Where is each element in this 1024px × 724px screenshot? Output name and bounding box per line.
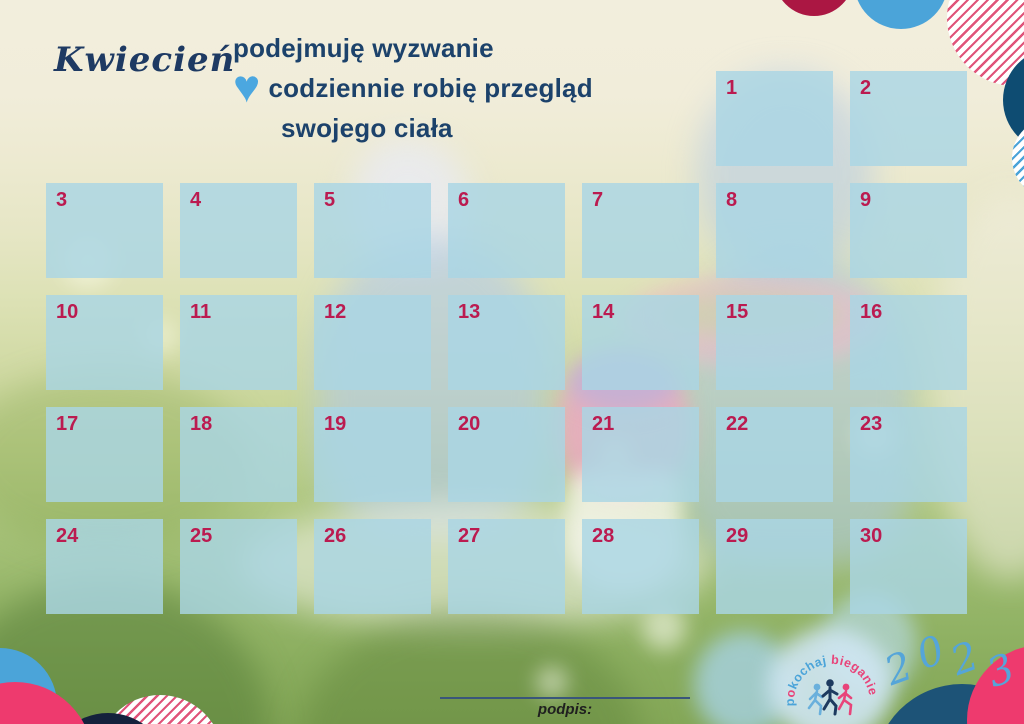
signature-label: podpis: <box>440 701 690 718</box>
calendar-day-cell: 17 <box>46 407 163 502</box>
calendar-day-cell: 21 <box>582 407 699 502</box>
day-number: 5 <box>314 183 431 212</box>
calendar-grid: 1234567891011121314151617181920212223242… <box>46 71 967 614</box>
day-number: 7 <box>582 183 699 212</box>
day-number: 11 <box>180 295 297 324</box>
calendar-day-cell: 29 <box>716 519 833 614</box>
calendar-day-cell: 13 <box>448 295 565 390</box>
calendar-day-cell: 16 <box>850 295 967 390</box>
calendar-day-cell: 10 <box>46 295 163 390</box>
calendar-day-cell: 6 <box>448 183 565 278</box>
calendar-day-cell: 9 <box>850 183 967 278</box>
day-number: 4 <box>180 183 297 212</box>
calendar-day-cell: 28 <box>582 519 699 614</box>
day-number: 26 <box>314 519 431 548</box>
calendar-day-cell: 23 <box>850 407 967 502</box>
calendar-day-cell: 25 <box>180 519 297 614</box>
day-number: 25 <box>180 519 297 548</box>
signature-line <box>440 697 690 699</box>
day-number: 6 <box>448 183 565 212</box>
calendar-day-cell: 27 <box>448 519 565 614</box>
calendar-day-cell: 14 <box>582 295 699 390</box>
day-number: 10 <box>46 295 163 324</box>
day-number: 8 <box>716 183 833 212</box>
calendar-page: Kwiecień podejmuję wyzwanie ♥ codziennie… <box>0 0 1024 724</box>
calendar-day-cell: 5 <box>314 183 431 278</box>
calendar-day-cell: 4 <box>180 183 297 278</box>
calendar-day-cell: 2 <box>850 71 967 166</box>
day-number: 19 <box>314 407 431 436</box>
day-number: 1 <box>716 71 833 100</box>
calendar-day-cell: 1 <box>716 71 833 166</box>
calendar-day-cell: 12 <box>314 295 431 390</box>
day-number: 13 <box>448 295 565 324</box>
day-number: 15 <box>716 295 833 324</box>
day-number: 16 <box>850 295 967 324</box>
pokochaj-bieganie-logo: pokochaj bieganie <box>772 638 888 724</box>
day-number: 12 <box>314 295 431 324</box>
calendar-day-cell: 18 <box>180 407 297 502</box>
calendar-day-cell: 24 <box>46 519 163 614</box>
day-number: 20 <box>448 407 565 436</box>
day-number: 3 <box>46 183 163 212</box>
calendar-day-cell: 20 <box>448 407 565 502</box>
calendar-day-cell: 3 <box>46 183 163 278</box>
runners-icon <box>809 679 851 714</box>
day-number: 22 <box>716 407 833 436</box>
calendar-day-cell: 8 <box>716 183 833 278</box>
calendar-day-cell: 22 <box>716 407 833 502</box>
day-number: 14 <box>582 295 699 324</box>
photo-bokeh <box>536 666 568 698</box>
calendar-day-cell: 7 <box>582 183 699 278</box>
day-number: 28 <box>582 519 699 548</box>
calendar-day-cell: 15 <box>716 295 833 390</box>
calendar-day-cell: 30 <box>850 519 967 614</box>
day-number: 30 <box>850 519 967 548</box>
day-number: 21 <box>582 407 699 436</box>
day-number: 2 <box>850 71 967 100</box>
calendar-day-cell: 11 <box>180 295 297 390</box>
calendar-day-cell: 26 <box>314 519 431 614</box>
day-number: 17 <box>46 407 163 436</box>
day-number: 9 <box>850 183 967 212</box>
day-number: 29 <box>716 519 833 548</box>
challenge-line-1: podejmuję wyzwanie <box>233 28 593 68</box>
calendar-day-cell: 19 <box>314 407 431 502</box>
day-number: 23 <box>850 407 967 436</box>
day-number: 27 <box>448 519 565 548</box>
day-number: 18 <box>180 407 297 436</box>
day-number: 24 <box>46 519 163 548</box>
